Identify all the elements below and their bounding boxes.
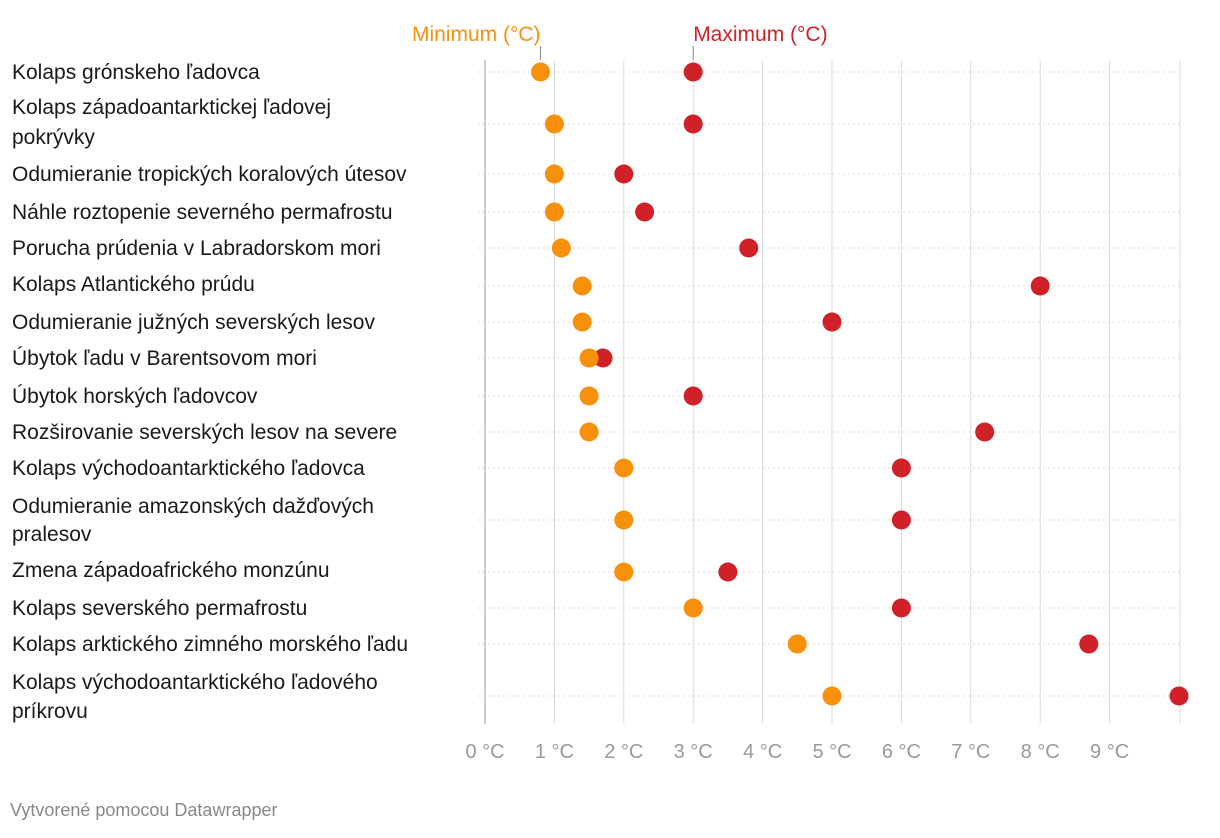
chart-row: Kolaps arktického zimného morského ľadu [12,633,1180,656]
min-dot [579,422,599,442]
row-label: Úbytok horských ľadovcov [12,385,258,408]
min-dot [572,312,592,332]
row-label: Odumieranie južných severských lesov [12,311,375,334]
x-tick-label: 6 °C [882,741,921,763]
chart-row: Odumieranie amazonských dažďových praleso… [12,495,1180,546]
row-label: Kolaps grónskeho ľadovca [12,61,260,84]
min-dot [551,238,571,258]
chart-row: Úbytok horských ľadovcov [12,385,1180,408]
chart-row: Kolaps grónskeho ľadovca [12,61,1180,84]
x-tick-label: 5 °C [812,741,851,763]
row-label: Kolaps západoantarktickej ľadovej pokrývk… [12,96,331,149]
min-dot [683,598,703,618]
x-tick-label: 1 °C [535,741,574,763]
chart-row: Zmena západoafrického monzúnu [12,559,1180,582]
max-dot [593,348,613,368]
chart-row: Kolaps východoantarktického ľadového prík… [12,671,1189,723]
max-dot [683,62,703,82]
x-tick-label: 0 °C [465,741,504,763]
row-label: Porucha prúdenia v Labradorskom mori [12,237,381,260]
row-label: Rozširovanie severských lesov na severe [12,421,397,444]
max-dot [614,164,634,184]
chart-row: Kolaps Atlantického prúdu [12,273,1180,296]
min-dot [614,562,634,582]
row-label: Kolaps východoantarktického ľadového prík… [12,671,378,723]
chart-row: Úbytok ľadu v Barentsovom mori [12,347,1180,370]
chart-row: Kolaps severského permafrostu [12,597,1180,620]
chart-row: Kolaps východoantarktického ľadovca [12,457,1180,480]
chart-row: Náhle roztopenie severného permafrostu [12,201,1180,224]
x-tick-label: 7 °C [951,741,990,763]
max-dot [975,422,995,442]
chart-row: Porucha prúdenia v Labradorskom mori [12,237,1180,260]
min-dot [787,634,807,654]
max-dot [635,202,655,222]
min-dot [614,458,634,478]
max-dot [891,598,911,618]
min-dot [822,686,842,706]
min-dot [544,202,564,222]
row-label: Odumieranie tropických koralových útesov [12,163,407,186]
legend-min-label: Minimum (°C) [412,23,541,46]
max-dot [891,458,911,478]
legend: Minimum (°C) Maximum (°C) [412,23,828,60]
chart-row: Rozširovanie severských lesov na severe [12,421,1180,444]
max-dot [1030,276,1050,296]
max-dot [891,510,911,530]
max-dot [1079,634,1099,654]
row-label: Odumieranie amazonských dažďových praleso… [12,495,374,546]
min-dot [544,164,564,184]
min-dot [614,510,634,530]
row-label: Kolaps východoantarktického ľadovca [12,457,365,480]
row-label: Kolaps arktického zimného morského ľadu [12,633,408,656]
x-tick-label: 4 °C [743,741,782,763]
footer-credit: Vytvorené pomocou Datawrapper [10,800,278,820]
row-label: Zmena západoafrického monzúnu [12,559,330,582]
min-dot [579,348,599,368]
min-dot [531,62,551,82]
row-label: Kolaps severského permafrostu [12,597,307,620]
legend-max-label: Maximum (°C) [693,23,827,46]
max-dot [822,312,842,332]
max-dot [718,562,738,582]
max-dot [683,114,703,134]
row-label: Náhle roztopenie severného permafrostu [12,201,393,224]
chart-row: Odumieranie tropických koralových útesov [12,163,1180,186]
x-tick-label: 9 °C [1090,741,1129,763]
max-dot [1169,686,1189,706]
chart-row: Kolaps západoantarktickej ľadovej pokrývk… [12,96,1180,149]
x-axis: 0 °C 1 °C 2 °C 3 °C 4 °C 5 °C 6 °C 7 °C 8 °C 9 °C [465,741,1129,763]
x-tick-label: 8 °C [1021,741,1060,763]
max-dot [683,386,703,406]
chart-row: Odumieranie južných severských lesov [12,311,1180,334]
min-dot [579,386,599,406]
min-dot [572,276,592,296]
row-label: Kolaps Atlantického prúdu [12,273,255,296]
rows: Kolaps grónskeho ľadovca Kolaps západoant… [12,61,1189,723]
x-tick-label: 3 °C [674,741,713,763]
min-dot [544,114,564,134]
row-label: Úbytok ľadu v Barentsovom mori [12,347,317,370]
max-dot [739,238,759,258]
x-tick-label: 2 °C [604,741,643,763]
